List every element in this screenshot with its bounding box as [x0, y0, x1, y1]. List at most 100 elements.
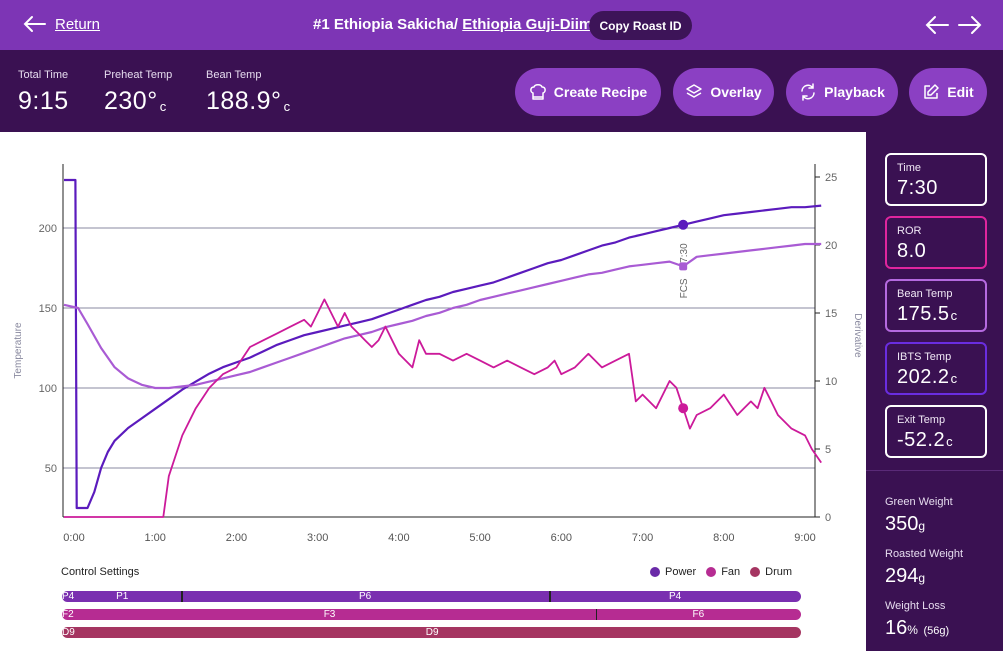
- legend-fan: Fan: [706, 566, 740, 578]
- y2-tick-label: 0: [825, 512, 831, 524]
- power-segment[interactable]: P4: [668, 591, 682, 602]
- fan-segment[interactable]: F6: [692, 609, 705, 620]
- y-tick-label: 100: [39, 383, 57, 395]
- y2-axis-title: Derivative: [852, 313, 863, 358]
- ibts-temp-card: IBTS Temp 202.2c: [885, 342, 987, 395]
- exit-temp-card-label: Exit Temp: [897, 414, 946, 426]
- ibts-temp-card-label: IBTS Temp: [897, 351, 952, 363]
- bean-link[interactable]: Ethiopia Guji-Diima: [462, 16, 601, 33]
- y-tick-label: 50: [45, 463, 57, 475]
- edit-label: Edit: [947, 84, 974, 100]
- x-tick-label: 7:00: [632, 532, 653, 544]
- readout-panel: Time 7:30 ROR 8.0 Bean Temp 175.5c IBTS …: [866, 132, 1003, 651]
- y2-tick-label: 10: [825, 376, 837, 388]
- power-segment[interactable]: P6: [358, 591, 372, 602]
- roast-chart[interactable]: 50 100 150 200 0 5 10 15 20 25 0:00 1:00 2:00 3:00 4:0…: [0, 132, 866, 651]
- total-time-value: 9:15: [18, 87, 69, 115]
- roast-chart-area: 50 100 150 200 0 5 10 15 20 25 0:00 1:00 2:00 3:00 4:0…: [0, 132, 866, 651]
- arrow-left-icon: [23, 16, 46, 32]
- arrow-left-icon: [925, 16, 949, 34]
- fan-divider: [595, 609, 598, 620]
- drum-segment[interactable]: D9: [62, 627, 75, 638]
- fan-segment[interactable]: F2: [62, 609, 74, 620]
- annotation-fcs-label: FCS: [679, 278, 690, 298]
- top-bar: Return #1 Ethiopia Sakicha/ Ethiopia Guj…: [0, 0, 1003, 50]
- previous-roast-button[interactable]: [924, 14, 950, 41]
- y-tick-label: 200: [39, 223, 57, 235]
- bean-temp-label: Bean Temp: [206, 69, 262, 81]
- power-divider: [181, 591, 183, 602]
- total-time-stat: Total Time 9:15: [18, 69, 69, 116]
- weight-loss: Weight Loss 16% (56g): [885, 600, 949, 640]
- create-recipe-button[interactable]: Create Recipe: [515, 68, 661, 116]
- control-legend: Power Fan Drum: [650, 566, 792, 578]
- time-card-label: Time: [897, 162, 922, 174]
- fan-bar[interactable]: F2 F3 F6: [62, 609, 801, 620]
- drum-segment[interactable]: D9: [425, 627, 439, 638]
- legend-power: Power: [650, 566, 696, 578]
- preheat-temp-value: 230° c: [104, 87, 167, 115]
- fan-segment[interactable]: F3: [323, 609, 336, 620]
- ibts-temp-line: [64, 178, 822, 510]
- x-tick-label: 1:00: [145, 532, 166, 544]
- x-tick-label: 9:00: [794, 532, 815, 544]
- roast-title: #1 Ethiopia Sakicha/: [313, 16, 463, 33]
- green-weight-value: 350g: [885, 513, 926, 535]
- legend-fan-label: Fan: [721, 566, 741, 578]
- power-segment[interactable]: P4: [62, 591, 75, 602]
- bean-marker: [679, 262, 688, 271]
- control-settings-title: Control Settings: [61, 566, 140, 578]
- ror-line: [64, 298, 822, 518]
- playback-label: Playback: [824, 84, 885, 100]
- roasted-weight-value: 294g: [885, 565, 926, 587]
- bean-temp-value: 188.9° c: [206, 87, 291, 115]
- power-segment[interactable]: P1: [116, 591, 129, 602]
- ibts-temp-card-value: 202.2c: [897, 366, 958, 388]
- create-recipe-label: Create Recipe: [553, 84, 648, 100]
- next-roast-button[interactable]: [957, 14, 983, 41]
- replay-icon: [801, 83, 815, 101]
- fan-dot: [706, 567, 717, 577]
- exit-temp-card: Exit Temp -52.2c: [885, 405, 987, 458]
- preheat-temp-stat: Preheat Temp 230° c: [104, 69, 172, 116]
- edit-button[interactable]: Edit: [909, 68, 987, 116]
- chef-hat-icon: [529, 84, 546, 100]
- ror-card-label: ROR: [897, 225, 922, 237]
- playback-button[interactable]: Playback: [786, 68, 898, 116]
- ror-card-value: 8.0: [897, 240, 927, 262]
- power-divider: [549, 591, 551, 602]
- bean-temp-card-label: Bean Temp: [897, 288, 953, 300]
- y-axis-title: Temperature: [13, 322, 24, 379]
- legend-drum: Drum: [750, 566, 792, 578]
- arrow-right-icon: [958, 16, 982, 34]
- legend-power-label: Power: [665, 566, 697, 578]
- copy-roast-id-button[interactable]: Copy Roast ID: [589, 11, 692, 40]
- exit-temp-card-value: -52.2c: [897, 429, 954, 451]
- bean-temp-line: [63, 242, 822, 390]
- overlay-label: Overlay: [710, 84, 762, 100]
- bean-temp-stat: Bean Temp 188.9° c: [206, 69, 291, 116]
- power-bar[interactable]: P4 P1 P6 P4: [62, 591, 801, 602]
- return-button[interactable]: Return: [22, 14, 100, 34]
- x-tick-label: 0:00: [63, 532, 84, 544]
- weight-loss-label: Weight Loss: [885, 600, 946, 612]
- page-title: #1 Ethiopia Sakicha/ Ethiopia Guji-Diima: [313, 16, 601, 33]
- x-tick-label: 3:00: [307, 532, 328, 544]
- ror-card: ROR 8.0: [885, 216, 987, 269]
- ibts-marker: [678, 219, 689, 230]
- green-weight: Green Weight 350g: [885, 496, 953, 536]
- y2-tick-label: 5: [825, 444, 831, 456]
- roasted-weight-label: Roasted Weight: [885, 548, 964, 560]
- legend-drum-label: Drum: [765, 566, 793, 578]
- green-weight-label: Green Weight: [885, 496, 953, 508]
- layers-icon: [686, 84, 703, 98]
- bean-temp-card: Bean Temp 175.5c: [885, 279, 987, 332]
- drum-bar[interactable]: D9 D9: [62, 627, 801, 638]
- y2-tick-label: 25: [825, 172, 837, 184]
- return-label: Return: [55, 15, 101, 33]
- stats-bar: Total Time 9:15 Preheat Temp 230° c Bean …: [0, 50, 1003, 132]
- bean-temp-card-value: 175.5c: [897, 303, 958, 325]
- overlay-button[interactable]: Overlay: [673, 68, 774, 116]
- panel-divider: [866, 470, 1003, 471]
- total-time-label: Total Time: [18, 69, 69, 81]
